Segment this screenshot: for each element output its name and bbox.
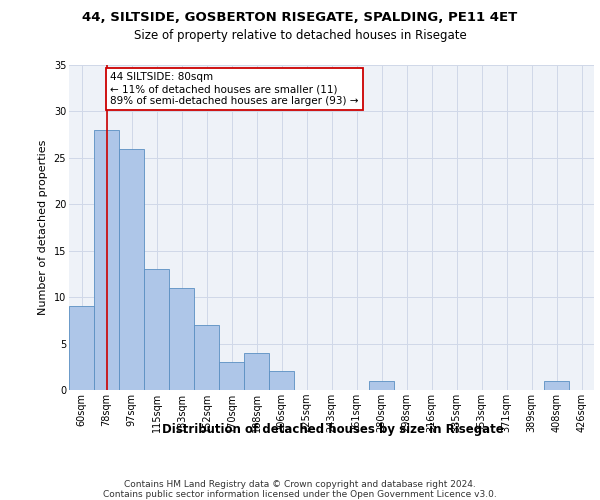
Bar [144, 270, 169, 390]
Bar [269, 372, 294, 390]
Text: 44, SILTSIDE, GOSBERTON RISEGATE, SPALDING, PE11 4ET: 44, SILTSIDE, GOSBERTON RISEGATE, SPALDI… [82, 11, 518, 24]
Bar [169, 288, 194, 390]
Y-axis label: Number of detached properties: Number of detached properties [38, 140, 48, 315]
Bar [194, 325, 219, 390]
Text: Distribution of detached houses by size in Risegate: Distribution of detached houses by size … [162, 422, 504, 436]
Bar [69, 306, 94, 390]
Bar [244, 353, 269, 390]
Bar [369, 380, 394, 390]
Bar [544, 380, 569, 390]
Text: Size of property relative to detached houses in Risegate: Size of property relative to detached ho… [134, 28, 466, 42]
Bar [219, 362, 244, 390]
Text: 44 SILTSIDE: 80sqm
← 11% of detached houses are smaller (11)
89% of semi-detache: 44 SILTSIDE: 80sqm ← 11% of detached hou… [110, 72, 359, 106]
Bar [94, 130, 119, 390]
Bar [119, 148, 144, 390]
Text: Contains HM Land Registry data © Crown copyright and database right 2024.
Contai: Contains HM Land Registry data © Crown c… [103, 480, 497, 499]
